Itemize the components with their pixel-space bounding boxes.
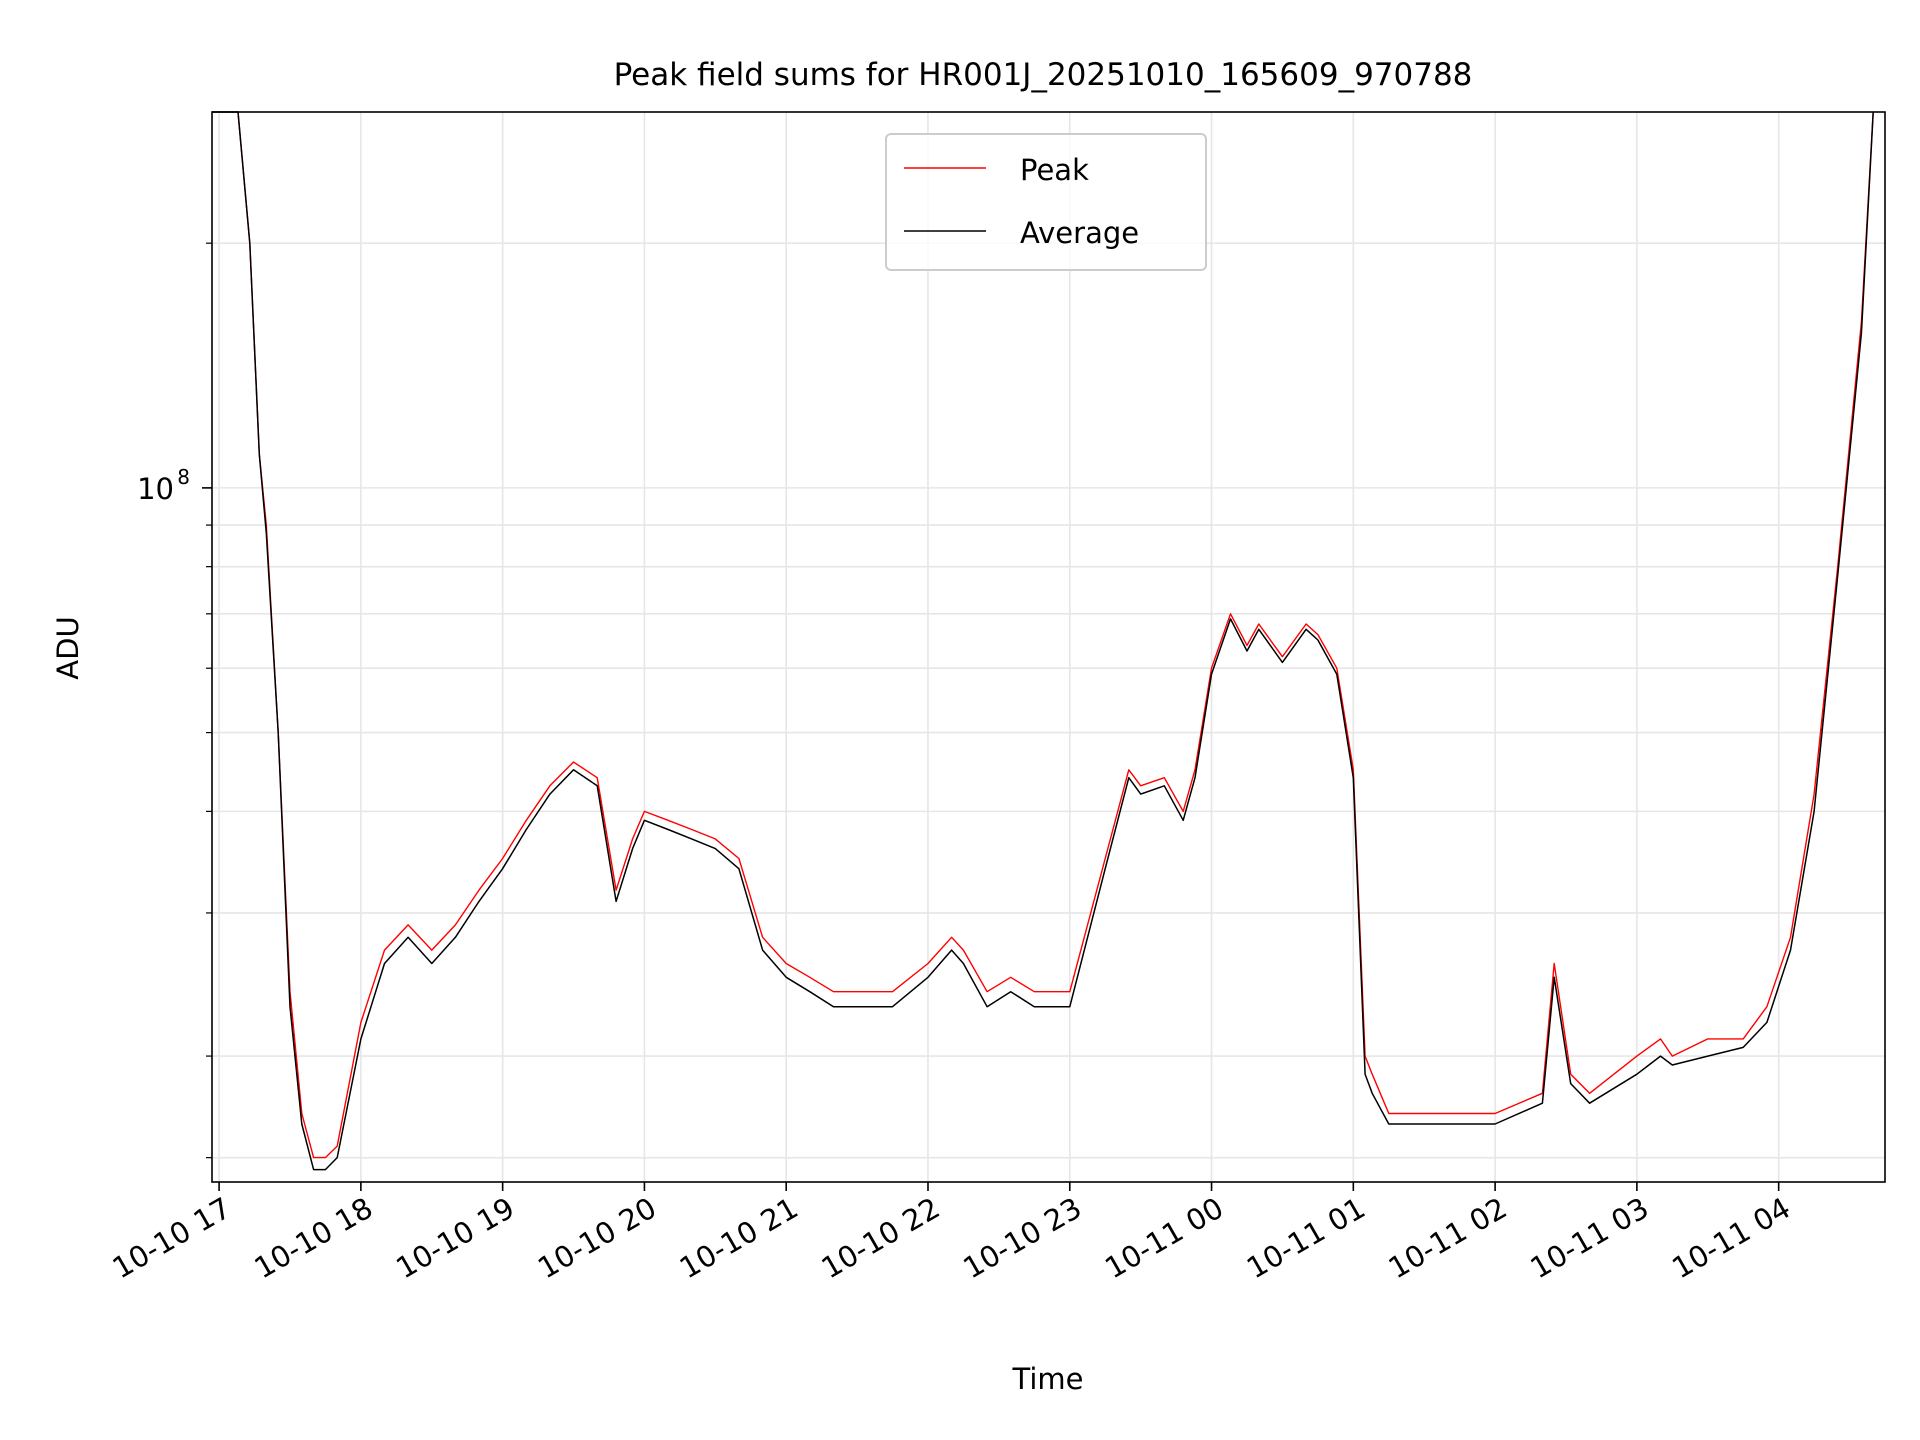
legend-label-peak: Peak [1020, 153, 1089, 187]
y-tick-label-exponent: 8 [177, 465, 190, 489]
plot-area-frame [211, 111, 1886, 1183]
y-tick-label-base: 10 [137, 472, 174, 506]
series-line-peak [212, 111, 1874, 1159]
y-axis: 10 8 [137, 242, 212, 1159]
chart-title: Peak field sums for HR001J_20251010_1656… [614, 57, 1473, 93]
y-tick-label: 10 [137, 472, 174, 506]
legend: Peak Average [885, 133, 1207, 271]
series-layer [212, 111, 1874, 1171]
series-line-average [212, 111, 1874, 1171]
legend-label-average: Average [1020, 216, 1139, 250]
y-axis-label: ADU [51, 616, 85, 679]
x-axis-label: Time [1012, 1362, 1084, 1396]
